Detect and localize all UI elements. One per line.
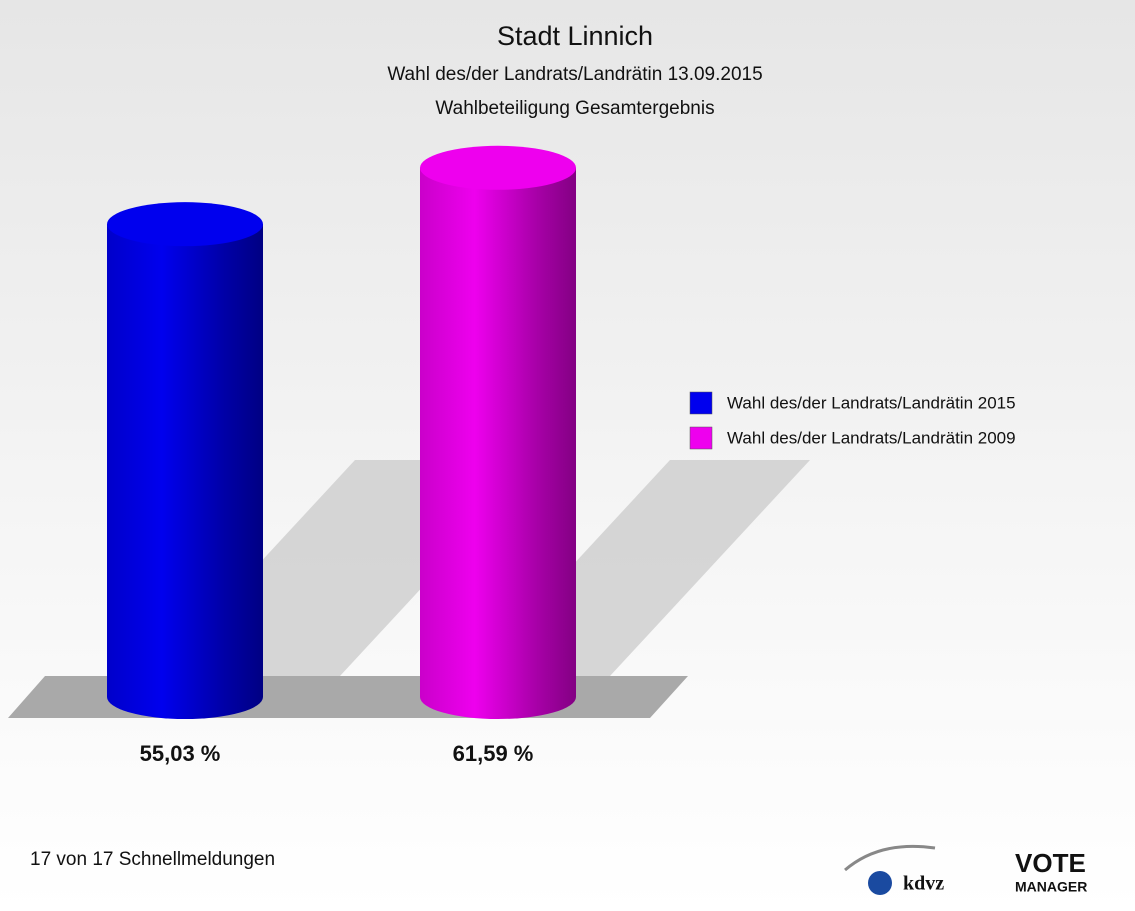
footer: 17 von 17 Schnellmeldungen [30,849,275,870]
logo: kdvz VOTE MANAGER [844,844,1087,895]
chart-title: Stadt Linnich [497,21,653,51]
chart-subtitle: Wahlbeteiligung Gesamtergebnis [435,98,714,119]
value-label: 61,59 % [453,741,534,766]
logo-brand-sub: MANAGER [1015,879,1087,895]
legend-label: Wahl des/der Landrats/Landrätin 2015 [727,393,1016,412]
logo-swoosh [844,844,936,872]
legend-swatch [689,426,713,450]
chart-subtitle: Wahl des/der Landrats/Landrätin 13.09.20… [387,64,762,85]
cylinder-top [420,145,576,190]
legend-swatch [689,391,713,415]
logo-ball [868,871,892,895]
logo-text: kdvz [903,873,944,895]
value-label: 55,03 % [140,741,221,766]
logo-brand: VOTE [1015,848,1086,878]
legend-label: Wahl des/der Landrats/Landrätin 2009 [727,428,1016,447]
bar [107,224,263,697]
cylinder-top [107,202,263,247]
bar [420,167,576,698]
